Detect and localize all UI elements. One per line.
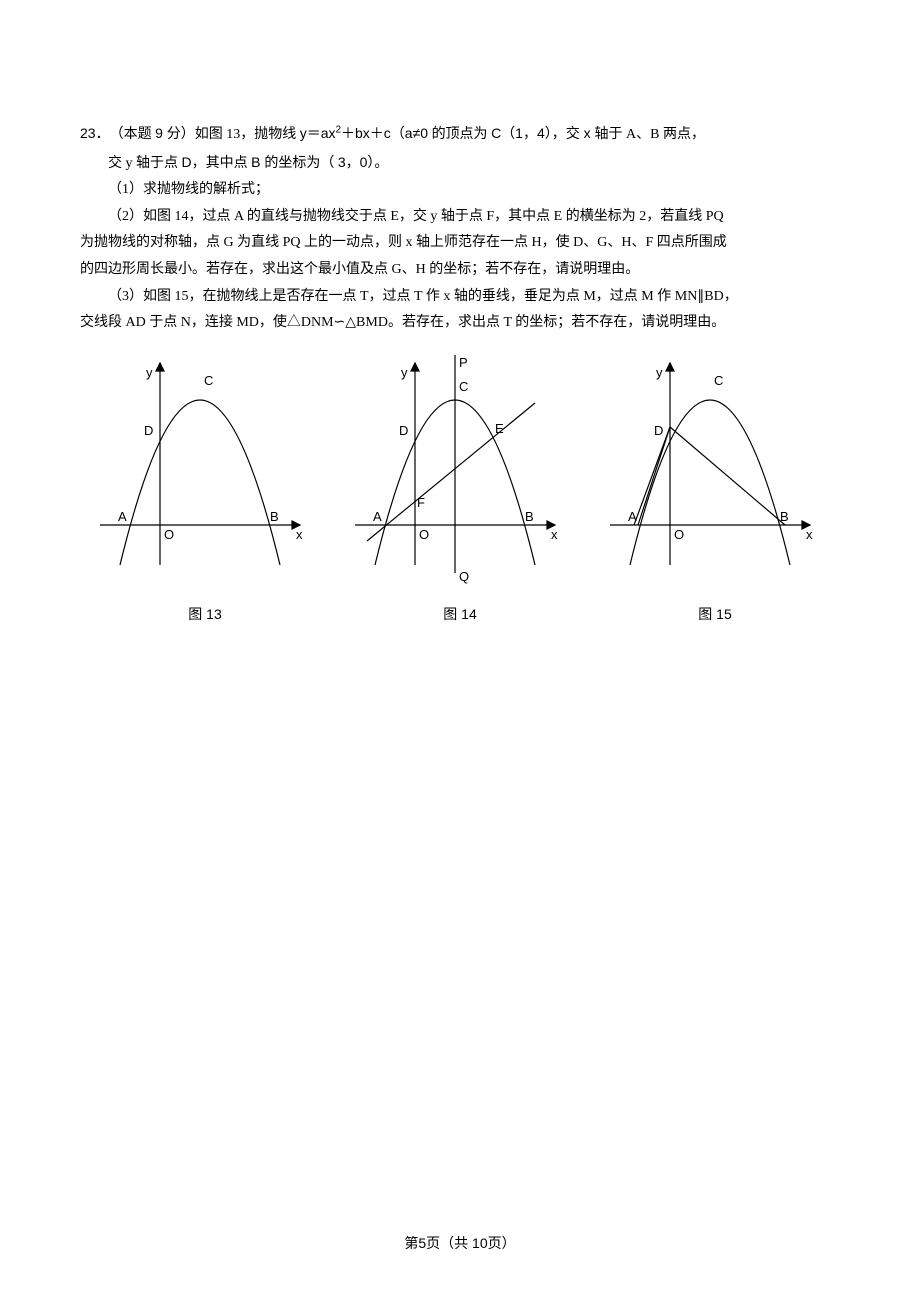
figure-15-svg: y x O A B C D: [610, 355, 820, 585]
q3-l2: 交线段 AD 于点 N，连接 MD，使△DNM∽△BMD。若存在，求出点 T 的…: [80, 310, 840, 337]
problem-number: 23．: [80, 120, 110, 149]
page-footer: 第5页（共 10页）: [0, 1233, 920, 1253]
lbl-P: P: [459, 355, 468, 370]
figure-13-caption: 图 13: [100, 601, 310, 628]
lbl-C: C: [204, 373, 213, 388]
q2-l2: 为抛物线的对称轴，点 G 为直线 PQ 上的一动点，则 x 轴上师范存在一点 H…: [80, 230, 840, 257]
q3-l1: （3）如图 15，在抛物线上是否存在一点 T，过点 T 作 x 轴的垂线，垂足为…: [80, 284, 840, 311]
t: B 的坐标为（: [251, 154, 334, 170]
figure-15-caption: 图 15: [610, 601, 820, 628]
figure-13-svg: y x O A B C D: [100, 355, 310, 585]
footer-e: 页）: [488, 1235, 516, 1251]
lbl-D: D: [144, 423, 153, 438]
t: y＝ax: [300, 125, 336, 141]
lbl-D: D: [399, 423, 408, 438]
t: ＋bx＋c（a≠0: [341, 125, 428, 141]
footer-d: 10: [472, 1235, 488, 1251]
lbl-E: E: [495, 421, 504, 436]
lbl-A: A: [118, 509, 127, 524]
lbl-A: A: [373, 509, 382, 524]
problem-line2: 交 y 轴于点 D，其中点 B 的坐标为（ 3，0）。: [80, 149, 840, 178]
lbl-O: O: [164, 527, 174, 542]
q2-l3: 的四边形周长最小。若存在，求出这个最小值及点 G、H 的坐标；若不存在，请说明理…: [80, 257, 840, 284]
footer-b: 5: [418, 1235, 426, 1251]
lbl-D: D: [654, 423, 663, 438]
lbl-x: x: [806, 527, 813, 542]
figure-15: y x O A B C D 图 15: [610, 355, 820, 628]
problem-line1: （本题 9 分）如图 13，抛物线 y＝ax2＋bx＋c（a≠0 的顶点为 C（…: [110, 120, 840, 149]
lbl-F: F: [417, 495, 425, 510]
t: D，其中点: [182, 154, 248, 170]
t: 的顶点为: [432, 127, 488, 142]
lbl-y: y: [401, 365, 408, 380]
problem-header-line: 23． （本题 9 分）如图 13，抛物线 y＝ax2＋bx＋c（a≠0 的顶点…: [80, 120, 840, 149]
figures-row: y x O A B C D 图 13: [80, 355, 840, 628]
problem-content: 23． （本题 9 分）如图 13，抛物线 y＝ax2＋bx＋c（a≠0 的顶点…: [80, 120, 840, 628]
lbl-A: A: [628, 509, 637, 524]
t: C（1，4），交 x 轴于: [491, 125, 622, 141]
q2-l1: （2）如图 14，过点 A 的直线与抛物线交于点 E，交 y 轴于点 F，其中点…: [80, 204, 840, 231]
lbl-x: x: [296, 527, 303, 542]
t: A、B 两点，: [626, 127, 705, 142]
lbl-B: B: [525, 509, 534, 524]
footer-c: 页（共: [426, 1235, 468, 1251]
t: （本题: [110, 127, 152, 142]
lbl-O: O: [674, 527, 684, 542]
t: 3，0）。: [338, 154, 389, 170]
lbl-O: O: [419, 527, 429, 542]
q1: （1）求抛物线的解析式；: [80, 177, 840, 204]
lbl-C: C: [459, 379, 468, 394]
t: 9 分）如图: [155, 125, 223, 141]
t: 交 y 轴于点: [108, 156, 178, 171]
footer-a: 第: [404, 1235, 418, 1251]
lbl-C: C: [714, 373, 723, 388]
figure-14: y x O A B C D E F P Q 图 14: [355, 355, 565, 628]
figure-14-caption: 图 14: [355, 601, 565, 628]
figure-13: y x O A B C D 图 13: [100, 355, 310, 628]
lbl-B: B: [270, 509, 279, 524]
lbl-y: y: [146, 365, 153, 380]
t: 13，抛物线: [226, 127, 296, 142]
lbl-x: x: [551, 527, 558, 542]
lbl-y: y: [656, 365, 663, 380]
figure-14-svg: y x O A B C D E F P Q: [355, 355, 565, 585]
lbl-Q: Q: [459, 569, 469, 584]
lbl-B: B: [780, 509, 789, 524]
